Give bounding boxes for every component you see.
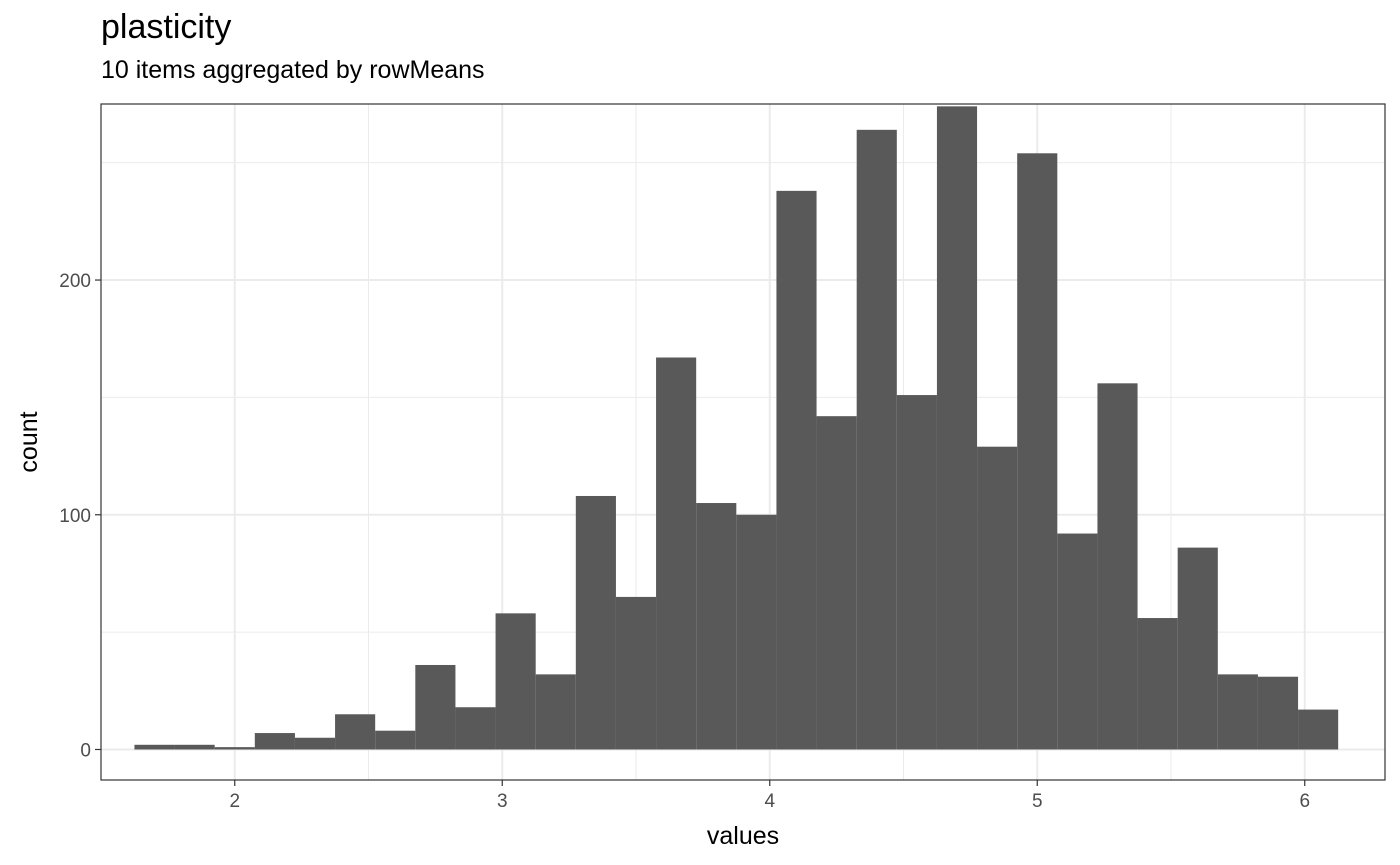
histogram-bar (375, 730, 416, 750)
histogram-bar (1177, 547, 1218, 750)
histogram-bar (1097, 383, 1138, 750)
x-tick-label: 3 (497, 791, 508, 812)
histogram-bar (495, 613, 536, 750)
histogram-bar (294, 737, 336, 750)
histogram-bars (134, 106, 1339, 750)
histogram-bar (1137, 618, 1178, 750)
histogram-bar (736, 514, 777, 750)
chart-subtitle: 10 items aggregated by rowMeans (101, 56, 485, 84)
histogram-bar (896, 395, 937, 750)
y-tick-label: 200 (59, 271, 91, 292)
histogram-bar (254, 733, 295, 750)
histogram-bar (936, 106, 978, 750)
y-axis-ticks: 0 100 200 (59, 271, 101, 761)
histogram-bar (856, 129, 897, 750)
histogram-bar (696, 503, 737, 750)
histogram-bar (656, 357, 697, 750)
y-tick-label: 0 (80, 740, 91, 761)
histogram-bar (1298, 709, 1339, 750)
histogram-bar (1017, 153, 1058, 750)
histogram-bar (615, 596, 657, 750)
chart-title: plasticity (101, 8, 232, 46)
x-axis-ticks: 2 3 4 5 6 (229, 780, 1310, 812)
histogram-bar (776, 190, 817, 750)
histogram-bar (455, 707, 496, 750)
histogram-bar (977, 446, 1018, 750)
x-tick-label: 6 (1299, 791, 1310, 812)
x-tick-label: 5 (1032, 791, 1043, 812)
histogram-bar (214, 747, 255, 750)
histogram-bar (816, 416, 857, 750)
x-tick-label: 2 (229, 791, 240, 812)
y-axis-title: count (15, 411, 43, 472)
x-axis-title: values (707, 822, 779, 850)
panel-border (100, 103, 1386, 781)
y-tick-label: 100 (59, 506, 91, 527)
histogram-bar (1057, 533, 1098, 750)
histogram-bar (1217, 674, 1258, 750)
histogram-bar (575, 495, 616, 750)
histogram-bar (134, 744, 175, 750)
histogram-bar (415, 664, 456, 750)
histogram-bar (335, 714, 376, 750)
x-tick-label: 4 (764, 791, 775, 812)
histogram-bar (1257, 676, 1299, 750)
histogram-bar (174, 744, 215, 750)
histogram-bar (535, 674, 576, 750)
